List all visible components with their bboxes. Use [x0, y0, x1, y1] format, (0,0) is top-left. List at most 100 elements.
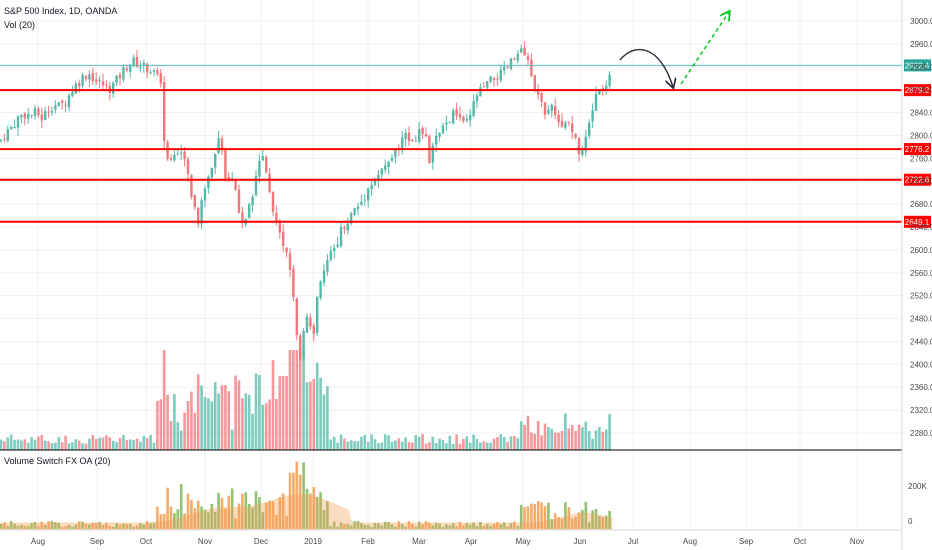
candle-body: [360, 201, 363, 205]
indicator-bar: [81, 521, 84, 529]
indicator-bar: [57, 522, 61, 529]
volume-bar: [411, 442, 414, 450]
volume-bar: [305, 382, 309, 450]
indicator-bar: [230, 488, 234, 529]
indicator-bar: [118, 524, 122, 529]
chart-title: S&P 500 Index, 1D, OANDA: [4, 6, 118, 16]
volume-bar: [6, 437, 10, 450]
volume-bar: [247, 394, 251, 450]
candle-body: [156, 70, 159, 74]
candle-body: [513, 58, 516, 60]
candle-body: [401, 137, 404, 149]
candle-body: [509, 58, 513, 69]
candle-body: [411, 139, 414, 141]
candle-body: [319, 281, 322, 298]
indicator-bar: [557, 517, 560, 529]
time-tick: Dec: [254, 537, 268, 546]
price-tick: 2680.0: [910, 200, 932, 209]
indicator-bar: [210, 503, 214, 529]
candle-body: [200, 200, 203, 224]
volume-bar: [567, 428, 571, 450]
time-tick: Nov: [198, 537, 212, 546]
indicator-bar: [475, 526, 479, 529]
indicator-bar: [404, 526, 407, 529]
candle-body: [373, 179, 377, 185]
volume-bar: [587, 430, 591, 450]
indicator-bar: [326, 501, 329, 529]
volume-bar: [492, 438, 496, 450]
volume-bar: [343, 438, 346, 450]
candle-body: [377, 174, 380, 181]
volume-bar: [489, 442, 492, 450]
time-tick: Mar: [412, 537, 426, 546]
indicator-bar: [587, 522, 591, 529]
candle-body: [591, 110, 594, 122]
indicator-bar: [533, 504, 537, 529]
indicator-bar: [509, 523, 513, 529]
volume-bar: [162, 350, 166, 450]
volume-bar: [125, 439, 129, 450]
indicator-bar: [570, 518, 574, 529]
indicator-bar: [431, 525, 435, 529]
volume-bar: [33, 439, 37, 450]
volume-bar: [244, 393, 248, 450]
volume-bar: [166, 394, 169, 450]
indicator-bar: [224, 508, 227, 529]
indicator-bar: [278, 497, 282, 529]
volume-bar: [135, 438, 139, 450]
volume-bar: [448, 435, 452, 450]
candle-body: [469, 115, 472, 121]
indicator-bar: [339, 522, 343, 529]
indicator-bar: [608, 510, 611, 529]
candle-body: [64, 104, 67, 106]
indicator-bar: [441, 526, 445, 529]
time-tick: Sep: [90, 537, 105, 546]
current-price-line: 2922.4: [0, 59, 931, 72]
indicator-bar: [458, 521, 462, 529]
candle-body: [424, 134, 428, 137]
volume-bar: [598, 427, 601, 450]
indicator-bar: [220, 497, 224, 529]
indicator-bar: [560, 518, 564, 529]
price-tick: 2480.0: [910, 315, 932, 324]
candle-body: [475, 95, 479, 102]
candle-body: [608, 74, 611, 86]
volume-bar: [271, 360, 275, 450]
volume-bar: [169, 420, 173, 450]
indicator-bar: [305, 488, 309, 529]
volume-bar: [434, 443, 438, 450]
candle-body: [234, 180, 237, 190]
grid-lines: [0, 0, 902, 530]
indicator-bar: [295, 461, 299, 529]
indicator-bar: [244, 492, 248, 529]
volume-bar: [394, 440, 397, 450]
candle-body: [33, 108, 37, 116]
volume-bar: [400, 441, 404, 450]
candle-body: [44, 111, 47, 120]
volume-bar: [84, 443, 88, 450]
volume-bar: [390, 441, 394, 450]
volume-bar: [71, 442, 74, 450]
volume-bar: [203, 397, 207, 450]
up-arrow: [680, 12, 729, 85]
indicator-bar: [319, 492, 322, 529]
volume-bar: [98, 437, 101, 450]
volume-bar: [111, 440, 115, 450]
indicator-bar: [156, 506, 159, 529]
candle-body: [61, 100, 64, 104]
indicator-bar: [74, 524, 78, 529]
candle-body: [543, 102, 547, 115]
indicator-bar: [271, 501, 275, 529]
candlesticks: [0, 41, 611, 362]
indicator-bar: [258, 497, 261, 529]
indicator-bar: [574, 516, 577, 529]
indicator-bar: [428, 522, 431, 529]
volume-bar: [339, 434, 343, 450]
indicator-bar: [200, 506, 203, 529]
volume-bar: [540, 435, 543, 450]
volume-bar: [530, 432, 533, 450]
candle-body: [333, 247, 336, 252]
volume-bar: [67, 443, 71, 450]
indicator-bar: [6, 526, 10, 529]
volume-bar: [251, 413, 254, 450]
